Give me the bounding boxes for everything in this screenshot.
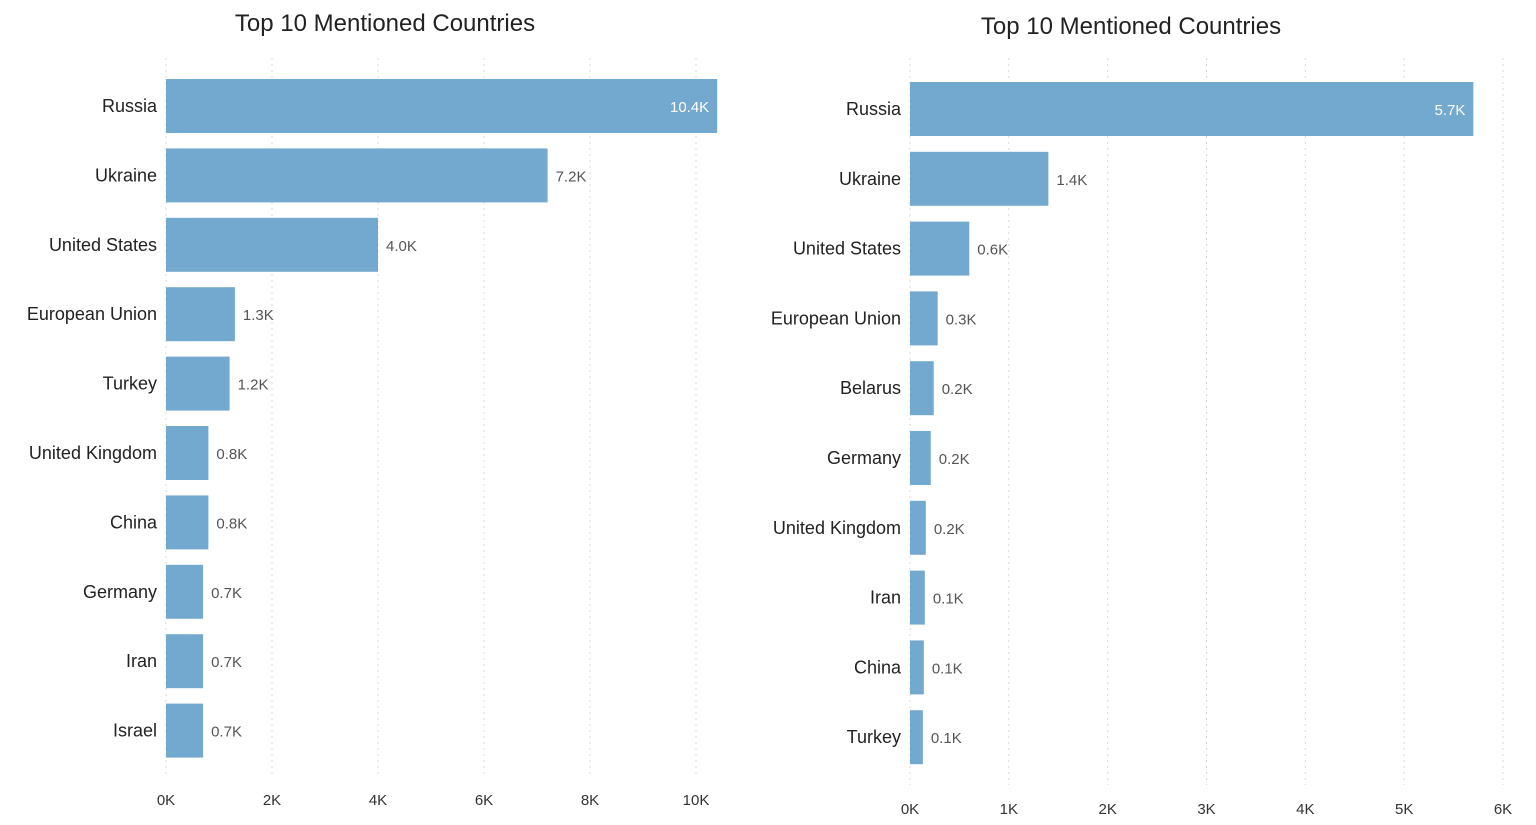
category-label: Iran	[870, 588, 901, 608]
data-label: 1.2K	[238, 377, 269, 394]
category-label: Russia	[846, 99, 902, 119]
category-label: Turkey	[847, 727, 901, 747]
bar	[166, 634, 204, 689]
category-label: China	[110, 512, 158, 532]
bar	[910, 291, 938, 346]
category-label: Belarus	[840, 378, 901, 398]
x-tick-label: 5K	[1395, 801, 1413, 818]
bar	[166, 426, 209, 480]
category-label: Ukraine	[839, 169, 901, 189]
data-label: 0.1K	[932, 660, 963, 677]
data-label: 0.2K	[939, 451, 970, 468]
bar	[910, 710, 923, 765]
data-label: 0.2K	[934, 521, 965, 538]
right-bar-chart: Top 10 Mentioned Countries Russia Ukraine…	[771, 13, 1512, 818]
category-label: European Union	[771, 308, 901, 328]
data-label: 1.4K	[1056, 172, 1087, 189]
x-tick-label: 8K	[581, 792, 599, 809]
bar	[166, 495, 209, 550]
data-label: 0.7K	[211, 654, 242, 671]
bar	[166, 564, 204, 619]
bar	[166, 79, 718, 133]
x-tick-label: 4K	[369, 792, 387, 809]
bar	[166, 287, 235, 342]
data-label: 5.7K	[1434, 102, 1465, 119]
data-label: 0.8K	[216, 515, 247, 532]
bar	[166, 703, 204, 758]
bar	[910, 500, 926, 555]
bar	[910, 431, 931, 485]
data-label: 0.7K	[211, 724, 242, 741]
bar	[910, 361, 934, 416]
category-label: European Union	[27, 304, 157, 324]
data-label: 4.0K	[386, 238, 417, 255]
category-label: Turkey	[103, 374, 157, 394]
chart-title: Top 10 Mentioned Countries	[235, 10, 535, 37]
data-label: 0.1K	[931, 730, 962, 747]
bar	[910, 570, 925, 625]
category-label: United Kingdom	[773, 518, 901, 538]
x-tick-label: 0K	[157, 792, 175, 809]
data-label: 0.6K	[977, 242, 1008, 259]
x-tick-label: 3K	[1197, 801, 1215, 818]
category-label: Germany	[83, 582, 157, 602]
bar	[910, 640, 924, 695]
chart-title: Top 10 Mentioned Countries	[981, 13, 1281, 40]
x-tick-label: 1K	[1000, 801, 1018, 818]
data-label: 0.2K	[942, 381, 973, 398]
data-label: 0.7K	[211, 585, 242, 602]
data-label: 0.1K	[933, 591, 964, 608]
x-tick-label: 4K	[1296, 801, 1314, 818]
category-label: Ukraine	[95, 165, 157, 185]
bar	[910, 82, 1474, 136]
data-label: 0.3K	[946, 311, 977, 328]
category-label: Iran	[126, 651, 157, 671]
category-label: China	[854, 657, 902, 677]
x-tick-label: 6K	[475, 792, 493, 809]
x-tick-label: 0K	[901, 801, 919, 818]
category-label: United Kingdom	[29, 443, 157, 463]
x-tick-label: 6K	[1494, 801, 1512, 818]
bar	[910, 151, 1049, 206]
bar	[166, 217, 378, 272]
data-label: 10.4K	[670, 99, 709, 116]
bar	[166, 148, 548, 203]
data-label: 7.2K	[556, 168, 587, 185]
category-label: United States	[49, 235, 157, 255]
x-tick-label: 2K	[263, 792, 281, 809]
data-label: 1.3K	[243, 307, 274, 324]
left-bar-chart: Top 10 Mentioned Countries Russia Ukraine…	[27, 10, 718, 809]
data-label: 0.8K	[216, 446, 247, 463]
x-tick-label: 2K	[1098, 801, 1116, 818]
bar	[910, 221, 970, 276]
category-label: United States	[793, 239, 901, 259]
category-label: Germany	[827, 448, 901, 468]
x-tick-label: 10K	[683, 792, 710, 809]
category-label: Israel	[113, 721, 157, 741]
category-label: Russia	[102, 96, 158, 116]
bar	[166, 356, 230, 411]
